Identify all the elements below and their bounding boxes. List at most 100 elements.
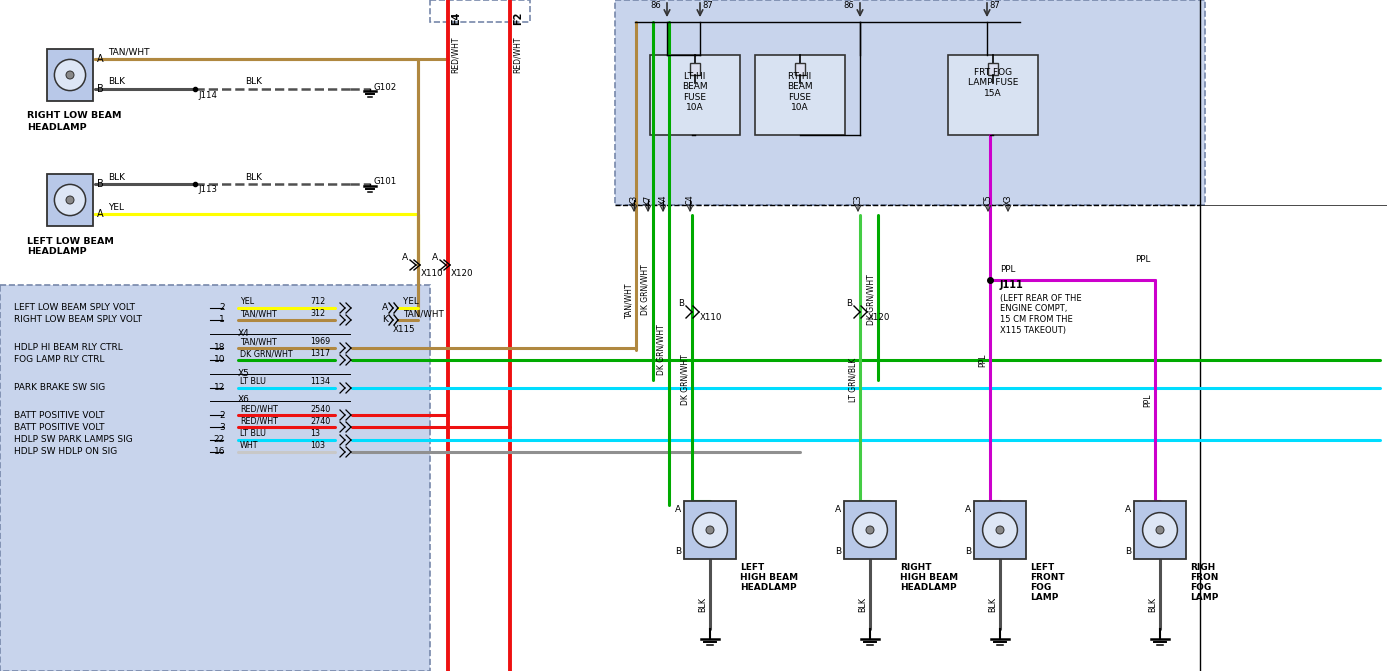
Text: BLK: BLK (1148, 597, 1157, 611)
Text: 3: 3 (219, 423, 225, 431)
Text: B: B (846, 299, 852, 309)
Text: C3: C3 (853, 195, 863, 205)
Text: LAMP: LAMP (1031, 592, 1058, 601)
Text: 16: 16 (214, 448, 225, 456)
Text: X120: X120 (868, 313, 890, 321)
Text: 1969: 1969 (311, 338, 330, 346)
Text: LT BLU: LT BLU (240, 378, 266, 386)
Bar (795, 63, 804, 75)
Text: YEL: YEL (240, 297, 254, 307)
Text: X110: X110 (700, 313, 723, 321)
Text: HDLP SW HDLP ON SIG: HDLP SW HDLP ON SIG (14, 448, 118, 456)
Text: A: A (381, 303, 388, 313)
Text: 1317: 1317 (311, 350, 330, 358)
Text: 1134: 1134 (311, 378, 330, 386)
Text: RIGH: RIGH (1190, 562, 1215, 572)
Text: TAN/WHT: TAN/WHT (108, 48, 150, 56)
Text: 86: 86 (843, 1, 854, 9)
Circle shape (706, 526, 714, 534)
Text: 712: 712 (311, 297, 325, 307)
Text: X120: X120 (451, 268, 473, 278)
Bar (974, 501, 1026, 559)
Text: RIGHT LOW BEAM: RIGHT LOW BEAM (26, 111, 122, 121)
Text: TAN/WHT: TAN/WHT (240, 338, 277, 346)
Text: 22: 22 (214, 435, 225, 444)
Text: HEADLAMP: HEADLAMP (741, 582, 796, 592)
Bar (614, 0, 1205, 205)
Text: BATT POSITIVE VOLT: BATT POSITIVE VOLT (14, 423, 104, 431)
Bar (988, 63, 999, 75)
Text: C4: C4 (685, 195, 695, 205)
Text: HEADLAMP: HEADLAMP (26, 248, 86, 256)
Text: HDLP HI BEAM RLY CTRL: HDLP HI BEAM RLY CTRL (14, 344, 123, 352)
Text: B: B (97, 84, 104, 94)
Text: A: A (675, 505, 681, 513)
Text: X6: X6 (239, 395, 250, 405)
Text: 312: 312 (311, 309, 325, 319)
Circle shape (1155, 526, 1164, 534)
Text: C5: C5 (983, 194, 993, 205)
Text: FRT FOG
LAMP FUSE
15A: FRT FOG LAMP FUSE 15A (968, 68, 1018, 98)
Text: PARK BRAKE SW SIG: PARK BRAKE SW SIG (14, 384, 105, 393)
Text: X4: X4 (659, 195, 667, 205)
Text: B: B (675, 546, 681, 556)
Bar (1135, 501, 1186, 559)
Text: LEFT: LEFT (1031, 562, 1054, 572)
Text: 2740: 2740 (311, 417, 330, 425)
Text: 15 CM FROM THE: 15 CM FROM THE (1000, 315, 1072, 325)
Circle shape (54, 60, 86, 91)
Text: PPL: PPL (1136, 256, 1151, 264)
Bar (845, 501, 896, 559)
Text: HIGH BEAM: HIGH BEAM (741, 572, 798, 582)
Text: YEL: YEL (404, 297, 419, 307)
Text: YEL: YEL (108, 203, 123, 211)
Text: RIGHT LOW BEAM SPLY VOLT: RIGHT LOW BEAM SPLY VOLT (14, 315, 141, 325)
Text: (LEFT REAR OF THE: (LEFT REAR OF THE (1000, 293, 1082, 303)
Text: B: B (97, 179, 104, 189)
Text: 13: 13 (311, 429, 320, 439)
Text: BLK: BLK (108, 77, 125, 87)
Text: X4: X4 (239, 329, 250, 338)
Circle shape (982, 513, 1018, 548)
Text: G102: G102 (374, 83, 397, 91)
Text: 2540: 2540 (311, 405, 330, 413)
Circle shape (54, 185, 86, 215)
Text: LT BLU: LT BLU (240, 429, 266, 439)
Text: 18: 18 (214, 344, 225, 352)
Text: 2: 2 (219, 411, 225, 419)
Text: A: A (431, 252, 438, 262)
Text: K7: K7 (644, 195, 652, 205)
Text: K: K (383, 315, 388, 325)
Bar (689, 63, 700, 75)
Text: 10: 10 (214, 356, 225, 364)
Circle shape (996, 526, 1004, 534)
Text: RT HI
BEAM
FUSE
10A: RT HI BEAM FUSE 10A (788, 72, 813, 112)
Text: FRONT: FRONT (1031, 572, 1065, 582)
Bar (47, 49, 93, 101)
Text: BLK: BLK (698, 597, 707, 611)
Text: WHT: WHT (240, 442, 258, 450)
Circle shape (1143, 513, 1178, 548)
Text: FRON: FRON (1190, 572, 1218, 582)
Text: HIGH BEAM: HIGH BEAM (900, 572, 958, 582)
Text: TAN/WHT: TAN/WHT (404, 309, 444, 319)
Bar (47, 174, 93, 226)
Text: A: A (1125, 505, 1130, 513)
Text: B: B (1125, 546, 1130, 556)
Circle shape (865, 526, 874, 534)
Text: BLK: BLK (245, 172, 262, 181)
Text: RED/WHT: RED/WHT (451, 37, 460, 73)
Text: A: A (97, 209, 104, 219)
Text: A: A (97, 54, 104, 64)
Text: E4: E4 (451, 11, 460, 25)
Text: PPL: PPL (978, 353, 988, 367)
Text: A: A (402, 252, 408, 262)
Text: 103: 103 (311, 442, 325, 450)
Text: X115 TAKEOUT): X115 TAKEOUT) (1000, 327, 1067, 336)
Text: RED/WHT: RED/WHT (240, 417, 277, 425)
Bar (651, 55, 741, 135)
Bar (684, 501, 736, 559)
Text: PPL: PPL (1143, 393, 1153, 407)
Text: TAN/WHT: TAN/WHT (624, 282, 632, 318)
Text: PPL: PPL (1000, 266, 1015, 274)
